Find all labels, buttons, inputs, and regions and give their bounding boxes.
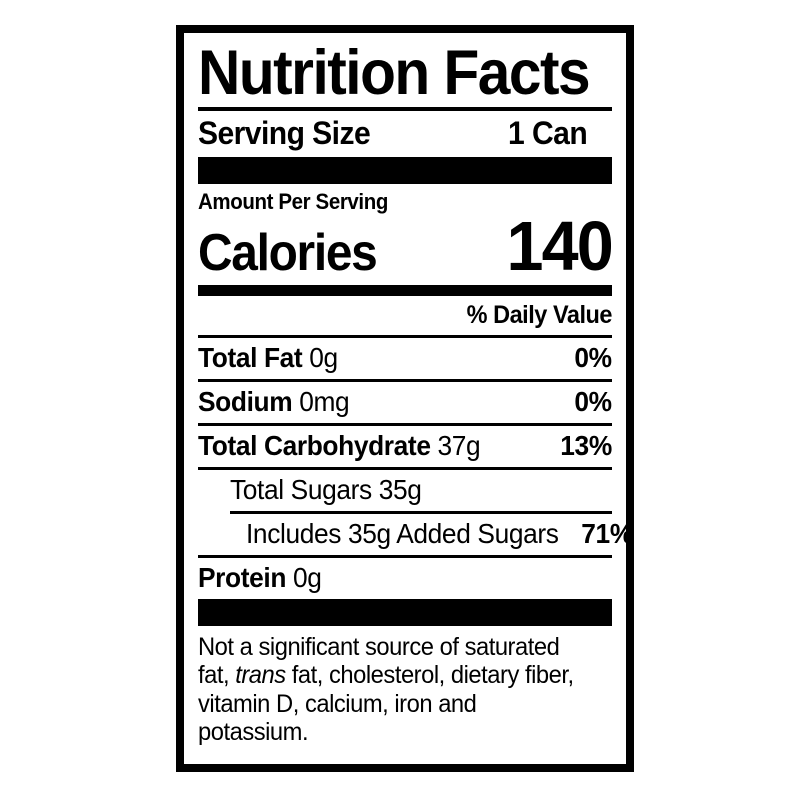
nutrient-left: Protein 0g	[198, 562, 322, 594]
nutrient-row-sodium: Sodium 0mg 0%	[198, 382, 612, 423]
nutrient-name: Sodium	[198, 385, 293, 417]
nutrient-left: Sodium 0mg	[198, 385, 350, 418]
nutrient-daily-value: 13%	[560, 429, 612, 461]
nutrient-left: Total Carbohydrate 37g	[198, 429, 481, 462]
nutrient-amount: 37g	[437, 429, 481, 461]
divider-row	[198, 466, 612, 470]
separator-bar-calories	[198, 284, 612, 296]
calories-row: Calories 140	[198, 206, 614, 285]
nutrient-left: Total Fat 0g	[198, 342, 338, 374]
calories-label: Calories	[198, 224, 378, 283]
divider-row	[198, 378, 612, 382]
separator-bar-footnote	[198, 598, 612, 626]
daily-value-header: % Daily Value	[466, 300, 613, 329]
divider-row	[198, 422, 612, 426]
nutrient-left: Total Sugars 35g	[230, 474, 422, 506]
nutrient-amount: 0mg	[299, 385, 350, 417]
nutrition-facts-label: Nutrition Facts Serving Size 1 Can Amoun…	[176, 25, 634, 772]
divider-row-indented	[230, 510, 612, 514]
nutrient-amount: 35g	[378, 473, 422, 505]
nutrient-amount: 0g	[309, 341, 338, 373]
serving-size-value: 1 Can	[508, 114, 588, 151]
serving-size-row: Serving Size 1 Can	[198, 111, 588, 157]
divider-row	[198, 554, 612, 558]
nutrient-daily-value: 0%	[574, 341, 613, 373]
serving-size-label: Serving Size	[198, 114, 371, 151]
nutrient-row-protein: Protein 0g	[198, 558, 612, 599]
amount-per-serving-label: Amount Per Serving	[198, 188, 388, 214]
nutrient-name: Total Sugars	[230, 473, 372, 505]
nutrient-row-total-fat: Total Fat 0g 0%	[198, 338, 612, 379]
nutrient-amount: 0g	[292, 561, 322, 593]
nutrient-name: Includes 35g Added Sugars	[246, 517, 559, 549]
nutrient-name: Total Fat	[198, 341, 303, 373]
separator-bar-serving	[198, 156, 612, 184]
nutrient-daily-value: 0%	[574, 385, 613, 417]
nutrient-daily-value: 71%	[581, 517, 634, 549]
page-title: Nutrition Facts	[198, 38, 591, 108]
footnote-text: Not a significant source of saturated fa…	[198, 626, 591, 747]
divider-under-title	[198, 106, 612, 111]
calories-value: 140	[506, 206, 614, 285]
footnote-part-2: fat, cholesterol, dietary fiber, vitamin…	[198, 661, 574, 747]
divider-under-daily-value	[198, 334, 612, 338]
nutrient-row-added-sugars: Includes 35g Added Sugars 71%	[198, 514, 634, 555]
nutrient-name: Total Carbohydrate	[198, 429, 431, 461]
nutrient-row-total-sugars: Total Sugars 35g	[198, 470, 612, 511]
footnote-italic-trans: trans	[235, 661, 286, 690]
nutrient-row-total-carbohydrate: Total Carbohydrate 37g 13%	[198, 426, 612, 467]
nutrition-facts-panel: Nutrition Facts Serving Size 1 Can Amoun…	[182, 31, 634, 766]
footnote-part-1: Not a significant source of saturated fa…	[198, 632, 560, 690]
nutrient-left: Includes 35g Added Sugars	[246, 518, 559, 550]
nutrient-name: Protein	[198, 561, 287, 593]
